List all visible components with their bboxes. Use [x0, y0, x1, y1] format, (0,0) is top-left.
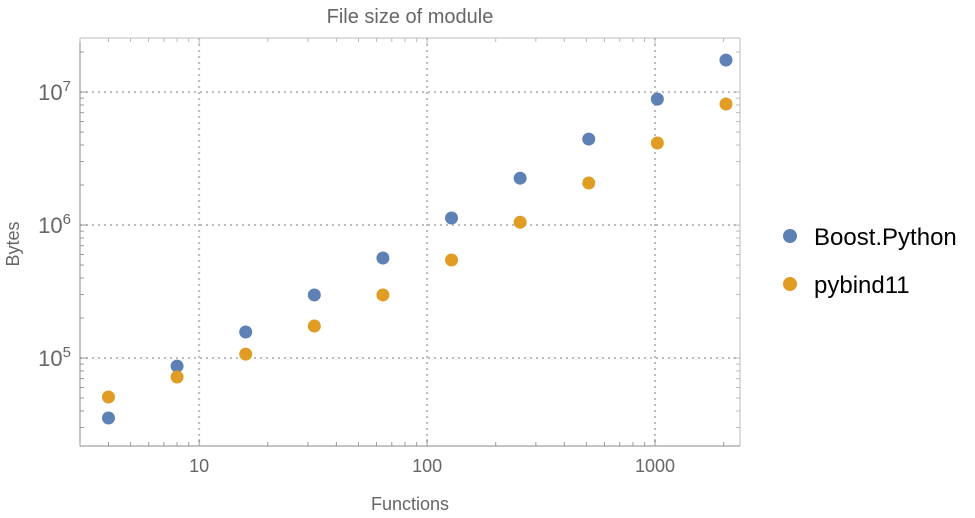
grid [80, 38, 740, 446]
y-tick-exponent: 5 [63, 344, 71, 361]
x-tick-label: 10 [189, 456, 209, 476]
y-tick-base: 10 [38, 346, 62, 371]
y-tick-base: 10 [38, 80, 62, 105]
point-boost-python [445, 211, 459, 225]
point-boost-python [582, 132, 596, 146]
y-tick-base: 10 [38, 213, 62, 238]
chart-title: File size of module [327, 6, 494, 28]
point-pybind11 [582, 176, 596, 190]
legend-marker [783, 277, 797, 291]
legend: Boost.Python pybind11 [783, 224, 957, 299]
x-tick-label: 1000 [635, 456, 675, 476]
point-boost-python [101, 411, 115, 425]
y-axis-label: Bytes [3, 221, 23, 266]
point-pybind11 [101, 390, 115, 404]
points [101, 53, 733, 425]
point-pybind11 [170, 370, 184, 384]
point-pybind11 [445, 253, 459, 267]
point-boost-python [650, 92, 664, 106]
point-pybind11 [719, 97, 733, 111]
y-tick-label: 106 [38, 211, 71, 238]
point-pybind11 [307, 319, 321, 333]
point-boost-python [307, 288, 321, 302]
x-axis-label: Functions [371, 494, 449, 513]
x-tick-label: 100 [412, 456, 442, 476]
point-pybind11 [650, 136, 664, 150]
point-boost-python [376, 251, 390, 265]
y-tick-label: 107 [38, 78, 71, 105]
point-boost-python [239, 325, 253, 339]
point-boost-python [513, 171, 527, 185]
y-tick-exponent: 6 [63, 211, 71, 228]
point-pybind11 [239, 347, 253, 361]
legend-label: pybind11 [814, 272, 910, 299]
plot-frame [79, 37, 741, 447]
y-tick-label: 105 [38, 344, 71, 371]
point-pybind11 [513, 215, 527, 229]
legend-marker [783, 229, 797, 243]
y-tick-exponent: 7 [63, 78, 71, 95]
point-pybind11 [376, 288, 390, 302]
legend-label: Boost.Python [814, 224, 957, 251]
point-boost-python [170, 359, 184, 373]
point-boost-python [719, 53, 733, 67]
